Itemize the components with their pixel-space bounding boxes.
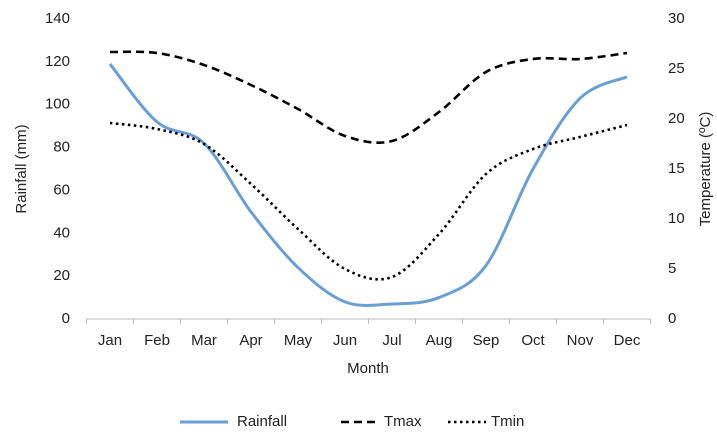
y2-tick-label: 10 bbox=[668, 210, 685, 227]
y2-axis-label: Temperature (ºC) bbox=[697, 112, 714, 227]
y2-tick-label: 0 bbox=[668, 310, 676, 327]
x-tick-label: Sep bbox=[473, 332, 500, 349]
x-tick-label: Jun bbox=[333, 332, 357, 349]
y-tick-label: 80 bbox=[53, 139, 70, 156]
y2-tick-label: 30 bbox=[668, 10, 685, 27]
y-tick-label: 100 bbox=[45, 96, 70, 113]
y-tick-label: 40 bbox=[53, 224, 70, 241]
legend-label: Tmin bbox=[491, 413, 524, 430]
x-tick-label: May bbox=[284, 332, 313, 349]
x-tick-label: Oct bbox=[521, 332, 545, 349]
x-tick-label: Apr bbox=[239, 332, 262, 349]
legend-label: Rainfall bbox=[237, 413, 287, 430]
series-line bbox=[109, 121, 628, 281]
x-tick-label: Dec bbox=[614, 332, 641, 349]
series-line bbox=[108, 63, 628, 307]
x-axis-label: Month bbox=[347, 360, 389, 377]
legend-label: Tmax bbox=[384, 413, 422, 430]
y-tick-label: 20 bbox=[53, 267, 70, 284]
y-tick-label: 60 bbox=[53, 181, 70, 198]
x-tick-label: Aug bbox=[426, 332, 453, 349]
y2-tick-label: 25 bbox=[668, 60, 685, 77]
y2-tick-label: 20 bbox=[668, 110, 685, 127]
y-axis-label: Rainfall (mm) bbox=[13, 124, 30, 213]
series-line bbox=[109, 50, 628, 144]
x-tick-label: Nov bbox=[567, 332, 594, 349]
y-tick-label: 140 bbox=[45, 10, 70, 27]
y-tick-label: 120 bbox=[45, 53, 70, 70]
x-tick-label: Jan bbox=[98, 332, 122, 349]
y2-tick-label: 15 bbox=[668, 160, 685, 177]
y-tick-label: 0 bbox=[62, 310, 70, 327]
x-tick-label: Feb bbox=[144, 332, 170, 349]
x-tick-label: Jul bbox=[382, 332, 401, 349]
y2-tick-label: 5 bbox=[668, 260, 676, 277]
x-tick-label: Mar bbox=[191, 332, 217, 349]
